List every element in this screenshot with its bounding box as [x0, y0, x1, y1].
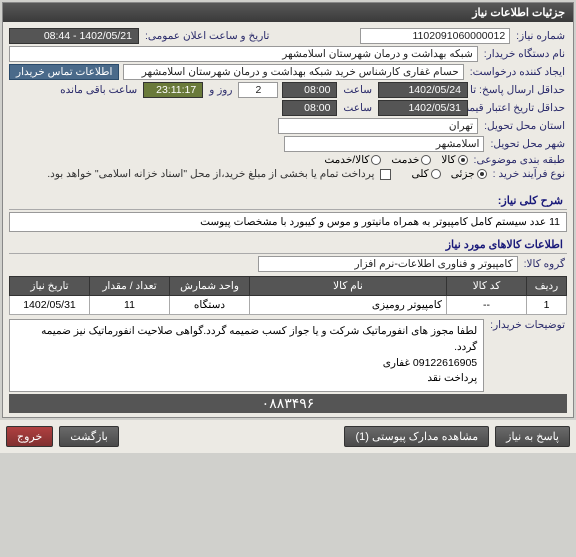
contact-button[interactable]: اطلاعات تماس خریدار: [9, 64, 119, 80]
min-reply-label: حداقل ارسال پاسخ: تا تاریخ:: [472, 84, 567, 96]
description-value: 11 عدد سیستم کامل کامپیوتر به همراه مانی…: [9, 212, 567, 232]
reply-button[interactable]: پاسخ به نیاز: [495, 426, 570, 447]
radio-goods-service[interactable]: کالا/خدمت: [324, 154, 381, 166]
radio-goods[interactable]: کالا: [441, 154, 467, 166]
goods-group-label: گروه کالا:: [522, 258, 567, 270]
buyer-notes-l3: پرداخت نقد: [16, 371, 477, 387]
exit-button[interactable]: خروج: [6, 426, 53, 447]
requester-value: حسام غفاری کارشناس خرید شبکه بهداشت و در…: [123, 64, 463, 80]
commodity-class-group: کالا خدمت کالا/خدمت: [324, 154, 467, 166]
remaining-label: ساعت باقی مانده: [58, 84, 139, 96]
need-no-label: شماره نیاز:: [514, 30, 567, 42]
desc-title: شرح کلی نیاز:: [9, 192, 567, 210]
ann-date-value: 1402/05/21 - 08:44: [9, 28, 139, 44]
buyer-notes-l2: 09122616905 غفاری: [16, 356, 477, 372]
reply-time-value: 08:00: [282, 82, 337, 98]
radio-dot-icon: [477, 169, 487, 179]
province-value: تهران: [278, 118, 478, 134]
province-label: استان محل تحویل:: [482, 120, 567, 132]
goods-info-title: اطلاعات کالاهای مورد نیاز: [9, 236, 567, 254]
radio-dot-icon: [371, 155, 381, 165]
radio-dot-icon: [421, 155, 431, 165]
table-header-row: ردیف کد کالا نام کالا واحد شمارش تعداد /…: [10, 277, 567, 296]
remain-value: 23:11:17: [143, 82, 203, 98]
radio-dot-icon: [458, 155, 468, 165]
buy-process-text: پرداخت تمام یا بخشی از مبلغ خرید،از محل …: [45, 168, 376, 180]
buyer-notes-label: توضیحات خریدار:: [488, 319, 567, 331]
attachments-button[interactable]: مشاهده مدارک پیوستی (1): [344, 426, 489, 447]
valid-time-value: 08:00: [282, 100, 337, 116]
panel-body: شماره نیاز: 1102091060000012 تاریخ و ساع…: [3, 22, 573, 417]
city-label: شهر محل تحویل:: [488, 138, 567, 150]
need-no-value: 1102091060000012: [360, 28, 510, 44]
time-label-2: ساعت: [341, 102, 374, 114]
back-button[interactable]: بازگشت: [59, 426, 119, 447]
buy-process-label: نوع فرآیند خرید :: [491, 168, 567, 180]
city-value: اسلامشهر: [284, 136, 484, 152]
footer-buttons: پاسخ به نیاز مشاهده مدارک پیوستی (1) باز…: [0, 420, 576, 453]
treasury-checkbox[interactable]: [380, 169, 391, 180]
buyer-notes-box: لطفا مجوز های انفورماتیک شرکت و یا جواز …: [9, 319, 484, 392]
buyer-name-value: شبکه بهداشت و درمان شهرستان اسلامشهر: [9, 46, 478, 62]
reply-date-value: 1402/05/24: [378, 82, 468, 98]
cell-unit: دستگاه: [170, 296, 250, 315]
buyer-name-label: نام دستگاه خریدار:: [482, 48, 567, 60]
radio-dot-icon: [431, 169, 441, 179]
buyer-notes-l1: لطفا مجوز های انفورماتیک شرکت و یا جواز …: [16, 324, 477, 356]
th-date: تاریخ نیاز: [10, 277, 90, 296]
table-row[interactable]: 1 -- کامپیوتر رومیزی دستگاه 11 1402/05/3…: [10, 296, 567, 315]
cell-name: کامپیوتر رومیزی: [250, 296, 447, 315]
cell-date: 1402/05/31: [10, 296, 90, 315]
cell-code: --: [447, 296, 527, 315]
panel-title: جزئیات اطلاعات نیاز: [3, 3, 573, 22]
th-name: نام کالا: [250, 277, 447, 296]
valid-date-value: 1402/05/31: [378, 100, 468, 116]
th-unit: واحد شمارش: [170, 277, 250, 296]
th-code: کد کالا: [447, 277, 527, 296]
cell-qty: 11: [90, 296, 170, 315]
phone-strip: ۰۸۸۳۴۹۶: [9, 394, 567, 413]
valid-until-label: حداقل تاریخ اعتبار قیمت: تا تاریخ:: [472, 102, 567, 114]
day-and-label: روز و: [207, 84, 234, 96]
th-qty: تعداد / مقدار: [90, 277, 170, 296]
days-value: 2: [238, 82, 278, 98]
radio-service[interactable]: خدمت: [391, 154, 431, 166]
commodity-class-label: طبقه بندی موضوعی:: [472, 154, 567, 166]
items-table: ردیف کد کالا نام کالا واحد شمارش تعداد /…: [9, 276, 567, 315]
requester-label: ایجاد کننده درخواست:: [468, 66, 567, 78]
radio-partial[interactable]: جزئی: [451, 168, 487, 180]
buy-process-group: جزئی کلی: [411, 168, 486, 180]
main-panel: جزئیات اطلاعات نیاز شماره نیاز: 11020910…: [2, 2, 574, 418]
ann-date-label: تاریخ و ساعت اعلان عمومی:: [143, 30, 271, 42]
time-label-1: ساعت: [341, 84, 374, 96]
goods-group-value: کامپیوتر و فناوری اطلاعات-نرم افزار: [258, 256, 518, 272]
cell-row: 1: [527, 296, 567, 315]
th-row: ردیف: [527, 277, 567, 296]
radio-full[interactable]: کلی: [411, 168, 440, 180]
